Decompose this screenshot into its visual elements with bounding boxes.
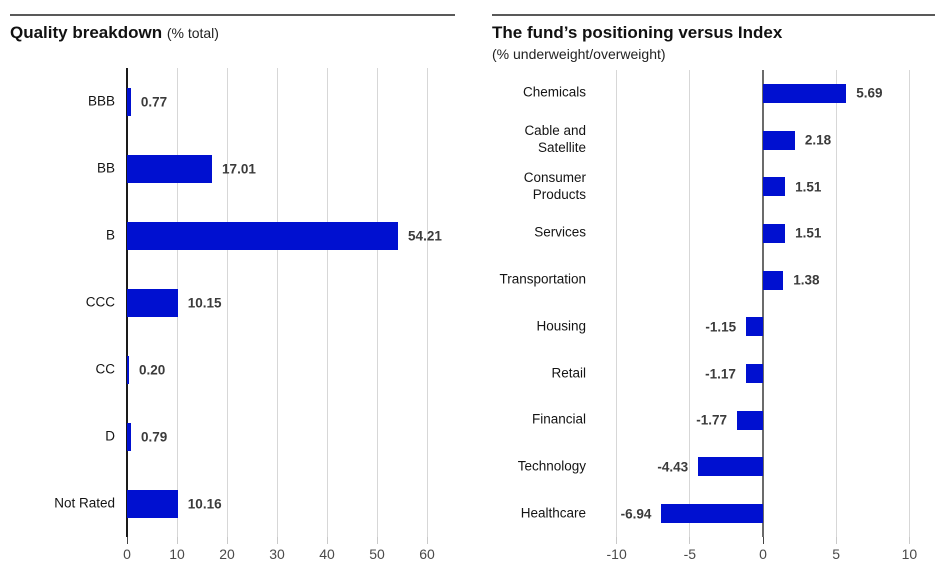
category-label: Financial (531, 411, 586, 427)
value-label: -1.17 (705, 366, 736, 382)
axis-tick (176, 537, 178, 544)
category-label: BBB (87, 93, 115, 109)
value-label: 0.20 (139, 362, 166, 377)
axis-tick (276, 537, 278, 544)
header-rule (492, 14, 935, 16)
value-label: 2.18 (804, 132, 832, 148)
category-label: Housing (536, 318, 586, 334)
bar (763, 223, 786, 243)
bar (763, 270, 784, 290)
header-rule (10, 14, 455, 16)
bar (661, 504, 763, 524)
value-label: 1.38 (793, 272, 820, 288)
value-label: 1.51 (795, 225, 822, 241)
category-label: B (105, 227, 115, 243)
axis-tick (835, 537, 837, 544)
axis-tick (126, 537, 128, 544)
axis-tick-label: 60 (419, 546, 435, 562)
category-label: CCC (85, 294, 115, 310)
value-label: 0.79 (140, 429, 168, 444)
axis-tick (376, 537, 378, 544)
category-label: CC (95, 361, 116, 377)
category-label: BB (96, 160, 115, 176)
axis-tick-label: 0 (123, 546, 131, 562)
zero-axis-line (762, 70, 764, 537)
gridline (326, 68, 328, 537)
plot-area: -10 -5 0 5 10 Chemicals 5.69 Cable and Satellit… (499, 70, 924, 562)
axis-tick-label: 0 (759, 546, 767, 562)
bar (763, 177, 786, 197)
value-label: 10.16 (187, 496, 222, 511)
bar (698, 457, 763, 477)
value-label: 10.15 (187, 295, 222, 310)
axis-tick (226, 537, 228, 544)
gridline (835, 70, 837, 537)
axis-tick-label: 50 (369, 546, 385, 562)
chart-title-text: Quality breakdown (10, 23, 163, 42)
axis-tick-label: -10 (606, 546, 627, 562)
value-label: 0.77 (140, 94, 168, 109)
axis-tick (762, 537, 764, 544)
bar (127, 355, 129, 384)
chart-subtitle: (% underweight/overweight) (492, 46, 666, 62)
axis-tick-label: 10 (169, 546, 185, 562)
axis-tick-label: 40 (319, 546, 335, 562)
axis-tick (326, 537, 328, 544)
chart-title: The fund’s positioning versus Index (492, 23, 782, 43)
chart-title-text: The fund’s positioning versus Index (492, 23, 783, 42)
bar (127, 154, 213, 183)
bar (127, 422, 131, 451)
value-label: 1.51 (795, 179, 822, 195)
value-label: -1.77 (696, 412, 728, 428)
value-label: 5.69 (856, 85, 883, 101)
gridline (689, 70, 691, 537)
axis-tick (689, 537, 691, 544)
axis-tick-label: 30 (269, 546, 285, 562)
bar (127, 87, 131, 116)
category-label: Retail (551, 365, 586, 381)
plot-area: 0 10 20 30 40 50 60 BBB 0.77 BB 17.01 B 54.21 CCC 10.1… (54, 68, 442, 562)
category-label: Services (534, 225, 586, 240)
category-label: Transportation (499, 271, 586, 287)
bar (127, 221, 399, 250)
category-label: Chemicals (522, 84, 586, 100)
gridline (426, 68, 428, 537)
category-label: Consumer Products (523, 169, 586, 202)
category-label: D (105, 428, 115, 444)
value-label: -1.15 (705, 319, 737, 335)
gridline (376, 68, 378, 537)
category-label: Technology (517, 458, 586, 474)
bar (737, 410, 763, 430)
gridline (226, 68, 228, 537)
gridline (276, 68, 278, 537)
bar (763, 83, 847, 103)
value-label: 54.21 (408, 228, 442, 243)
gridline (908, 70, 910, 537)
chart-title: Quality breakdown (% total) (10, 23, 219, 43)
axis-tick (426, 537, 428, 544)
bar (763, 130, 795, 150)
category-label: Not Rated (54, 495, 115, 511)
axis-tick-label: 10 (901, 546, 918, 562)
bar (745, 364, 763, 384)
gridline (616, 70, 618, 537)
bar (746, 317, 763, 337)
axis-tick-label: 20 (219, 546, 235, 562)
bar (127, 489, 178, 518)
value-label: 17.01 (222, 161, 256, 176)
value-label: -6.94 (620, 506, 652, 522)
bar (127, 288, 178, 317)
axis-tick (908, 537, 910, 544)
category-label: Cable and Satellite (524, 123, 586, 156)
axis-tick-label: 5 (832, 546, 841, 562)
value-label: -4.43 (657, 459, 689, 475)
chart-title-note: (% total) (166, 25, 219, 41)
axis-tick-label: -5 (683, 546, 697, 562)
category-label: Healthcare (520, 505, 586, 521)
axis-tick (616, 537, 618, 544)
